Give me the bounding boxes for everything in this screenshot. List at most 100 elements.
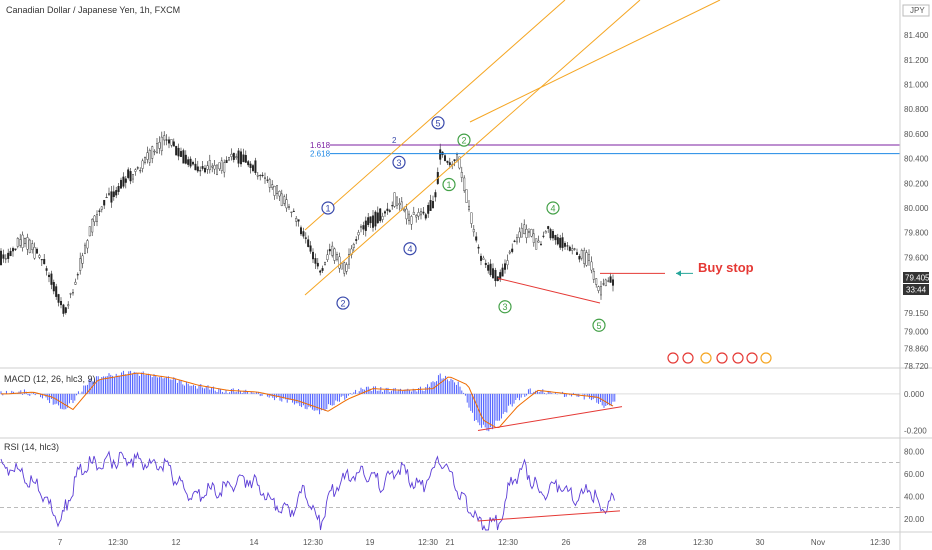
candle-body [362, 225, 365, 230]
candle-body [67, 304, 70, 307]
candle-body [220, 160, 223, 171]
candle-body [146, 152, 149, 160]
candle-body [71, 292, 74, 294]
candle-body [386, 208, 389, 211]
candle-body [48, 274, 51, 278]
event-icon[interactable] [732, 352, 744, 364]
wave-label-circle [498, 300, 512, 314]
candle-body [379, 208, 382, 222]
candle-body [597, 286, 600, 291]
candle-body [151, 146, 154, 159]
time-tick-label: 12:30 [870, 538, 891, 547]
candle-body [187, 159, 190, 165]
candle-body [95, 214, 98, 222]
event-icons[interactable] [667, 352, 772, 364]
candle-body [552, 231, 555, 239]
candle-body [259, 175, 262, 177]
candle-body [230, 153, 233, 157]
candle-body [201, 166, 204, 169]
time-tick-label: 30 [756, 538, 765, 547]
rsi-tick-label: 60.00 [904, 470, 925, 479]
candle-body [7, 252, 10, 259]
wave-label: 1 [446, 180, 451, 190]
macd-signal-line [1, 372, 614, 429]
candle-body [576, 252, 579, 255]
candle-body [427, 205, 430, 214]
candle-body [374, 211, 377, 227]
time-tick-label: 12 [172, 538, 181, 547]
candle-body [408, 213, 411, 222]
channel-line-lower [469, 0, 721, 123]
candle-body [573, 248, 576, 250]
candle-body [470, 212, 473, 224]
candle-body [2, 254, 5, 259]
candle-body [249, 163, 252, 168]
candle-body [424, 214, 427, 219]
candle-body [81, 255, 84, 264]
candle-body [242, 154, 245, 163]
wave-label: 3 [396, 158, 401, 168]
candle-body [297, 219, 300, 222]
candle-body [213, 165, 216, 170]
wave-label-circle [442, 177, 456, 192]
candle-body [52, 282, 55, 292]
rsi-tick-label: 20.00 [904, 515, 925, 524]
candle-body [295, 218, 298, 222]
candle-body [38, 255, 41, 258]
candle-body [261, 174, 264, 176]
candle-body [26, 237, 29, 250]
candle-body [331, 245, 334, 256]
candle-body [544, 231, 547, 234]
candle-body [256, 174, 259, 177]
candle-body [225, 159, 228, 164]
candle-body [554, 234, 557, 241]
candle-body [232, 152, 235, 160]
event-icon[interactable] [746, 352, 758, 364]
candle-body [55, 286, 58, 297]
candle-body [33, 247, 36, 259]
wave-label: 4 [407, 244, 412, 254]
candle-body [489, 263, 492, 276]
candle-body [600, 286, 603, 296]
event-icon[interactable] [760, 352, 772, 364]
candle-body [302, 231, 305, 237]
candle-body [76, 274, 79, 276]
rsi-pane [0, 450, 621, 531]
candle-body [9, 250, 12, 257]
candle-body [501, 267, 504, 277]
candle-body [547, 226, 550, 229]
candle-body [388, 210, 391, 212]
time-tick-label: 12:30 [693, 538, 714, 547]
candle-body [609, 276, 612, 283]
candle-body [182, 150, 185, 164]
event-icon[interactable] [700, 352, 712, 364]
candle-body [98, 210, 101, 212]
price-tick-label: 80.800 [904, 105, 929, 114]
buy-stop-annotation: Buy stop [698, 260, 754, 275]
candle-body [304, 237, 307, 239]
event-icon[interactable] [682, 352, 694, 364]
event-icon[interactable] [667, 352, 679, 364]
candle-body [307, 239, 310, 247]
event-icon[interactable] [716, 352, 728, 364]
candle-body [167, 139, 170, 144]
candle-body [223, 162, 226, 173]
candle-body [487, 264, 490, 271]
fib-level-label: 2.618 [310, 150, 331, 159]
candle-body [31, 243, 34, 250]
candle-body [129, 171, 132, 182]
candle-body [528, 231, 531, 233]
candle-body [456, 154, 459, 161]
price-divergence-line [497, 277, 601, 304]
candle-body [247, 161, 250, 166]
candle-body [434, 192, 437, 198]
candle-body [568, 246, 571, 251]
wave-label: 3 [502, 302, 507, 312]
candle-body [506, 260, 509, 266]
candle-body [328, 249, 331, 252]
candle-body [79, 258, 82, 271]
wave-label-circle [392, 155, 406, 169]
candle-body [321, 268, 324, 271]
candle-body [19, 239, 22, 246]
candle-body [540, 243, 543, 245]
